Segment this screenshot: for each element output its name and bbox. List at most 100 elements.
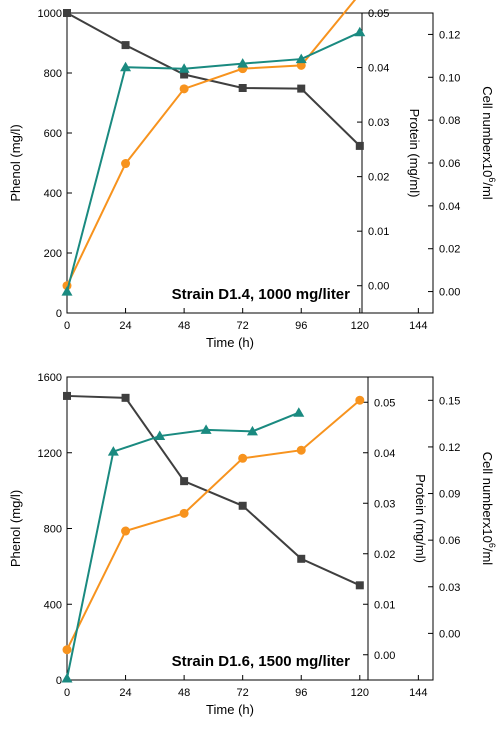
protein-tick-label: 0.05: [368, 8, 389, 20]
x-axis-label: Time (h): [206, 702, 254, 717]
x-tick-label: 48: [178, 320, 190, 332]
phenol-point: [63, 9, 71, 17]
cell-series-line: [66, 31, 361, 292]
protein-tick-label: 0.03: [374, 498, 395, 510]
protein-series-line: [66, 0, 357, 287]
cell-axis-label-text: Cell numberx10: [480, 86, 495, 177]
cell-point: [120, 61, 132, 72]
protein-tick-label: 0.02: [368, 172, 389, 184]
cell-point: [154, 430, 166, 441]
cell-tick-label: 0.08: [439, 115, 460, 127]
chart-panel-top: 0 24 48 72 96 120 144 Time (h) 0 200 400 600 800 1000…: [8, 0, 497, 350]
phenol-point: [355, 581, 364, 590]
x-axis-label: Time (h): [206, 335, 254, 350]
phenol-point: [238, 501, 247, 510]
phenol-tick-label: 800: [44, 524, 62, 536]
cell-axis-label-unit: /ml: [480, 548, 495, 565]
cell-tick-label: 0.03: [439, 582, 460, 594]
phenol-point: [297, 84, 306, 93]
protein-axis-label: Protein (mg/ml): [407, 109, 422, 198]
cell-tick-label: 0.02: [439, 244, 460, 256]
phenol-series-line: [66, 12, 361, 147]
protein-tick-label: 0.04: [374, 448, 395, 460]
protein-tick-label: 0.04: [368, 63, 389, 75]
cell-axis-label-text: Cell numberx10: [480, 452, 495, 543]
protein-point: [296, 445, 306, 455]
phenol-tick-label: 1200: [38, 448, 62, 460]
protein-point: [179, 84, 189, 94]
chart-panel-bottom: 0 24 48 72 96 120 144 Time (h) 0 400 800 1200 1600 Ph…: [8, 372, 497, 717]
protein-point: [238, 453, 248, 463]
cell-tick-label: 0.12: [439, 29, 460, 41]
phenol-point: [63, 391, 71, 400]
protein-series-line: [66, 399, 361, 651]
cell-point: [246, 425, 258, 436]
x-tick-label: 24: [119, 687, 131, 699]
x-tick-label: 96: [295, 320, 307, 332]
protein-tick-label: 0.01: [374, 599, 395, 611]
x-tick-label: 0: [64, 687, 70, 699]
strain-annotation: Strain D1.4, 1000 mg/liter: [172, 286, 351, 303]
protein-point: [179, 508, 189, 518]
cell-point: [178, 63, 190, 73]
cell-tick-label: 0.09: [439, 489, 460, 501]
cell-tick-label: 0.00: [439, 628, 460, 640]
cell-tick-label: 0.10: [439, 72, 460, 84]
phenol-axis-label: Phenol (mg/l): [8, 124, 23, 201]
protein-point: [62, 645, 72, 655]
x-tick-label: 72: [237, 320, 249, 332]
phenol-tick-label: 1000: [38, 8, 62, 20]
protein-point: [296, 60, 306, 70]
cell-point: [61, 286, 73, 296]
cell-point: [200, 424, 212, 434]
x-tick-label: 72: [237, 687, 249, 699]
phenol-point: [180, 477, 189, 486]
cell-tick-label: 0.04: [439, 201, 460, 213]
phenol-point: [121, 393, 130, 402]
cell-axis-label: Cell numberx106/ml: [480, 452, 497, 566]
protein-tick-label: 0.02: [374, 549, 395, 561]
phenol-tick-label: 200: [44, 248, 62, 260]
phenol-point: [180, 70, 189, 79]
phenol-series-line: [66, 394, 361, 587]
cell-point: [237, 58, 249, 68]
cell-point: [293, 407, 305, 417]
protein-tick-label: 0.00: [368, 281, 389, 293]
cell-tick-label: 0.00: [439, 287, 460, 299]
phenol-point: [238, 84, 247, 92]
protein-tick-label: 0.03: [368, 117, 389, 129]
phenol-tick-label: 0: [56, 308, 62, 320]
cell-tick-label: 0.06: [439, 158, 460, 170]
cell-tick-label: 0.06: [439, 535, 460, 547]
x-tick-label: 144: [409, 687, 427, 699]
cell-axis-label-exponent: 6: [487, 543, 497, 548]
cell-point: [354, 26, 366, 37]
x-tick-label: 120: [351, 320, 369, 332]
cell-series-line: [66, 411, 300, 679]
phenol-tick-label: 600: [44, 128, 62, 140]
phenol-tick-label: 0: [56, 675, 62, 687]
cell-axis-label: Cell numberx106/ml: [480, 86, 497, 200]
cell-point: [61, 672, 73, 683]
cell-axis-label-unit: /ml: [480, 182, 495, 199]
cell-tick-label: 0.12: [439, 442, 460, 454]
protein-axis-label: Protein (mg/ml): [413, 474, 428, 563]
cell-axis-label-exponent: 6: [487, 177, 497, 182]
strain-annotation: Strain D1.6, 1500 mg/liter: [172, 653, 351, 670]
x-tick-label: 24: [119, 320, 131, 332]
cell-tick-label: 0.15: [439, 395, 460, 407]
phenol-tick-label: 400: [44, 188, 62, 200]
protein-point: [121, 526, 131, 536]
protein-tick-label: 0.01: [368, 226, 389, 238]
cell-point: [295, 53, 307, 64]
protein-point: [355, 395, 365, 405]
phenol-axis-label: Phenol (mg/l): [8, 490, 23, 567]
x-tick-label: 120: [351, 687, 369, 699]
protein-point: [121, 159, 131, 169]
protein-tick-label: 0.05: [374, 397, 395, 409]
phenol-tick-label: 400: [44, 599, 62, 611]
phenol-point: [297, 554, 306, 563]
x-tick-label: 144: [409, 320, 427, 332]
protein-tick-label: 0.00: [374, 650, 395, 662]
